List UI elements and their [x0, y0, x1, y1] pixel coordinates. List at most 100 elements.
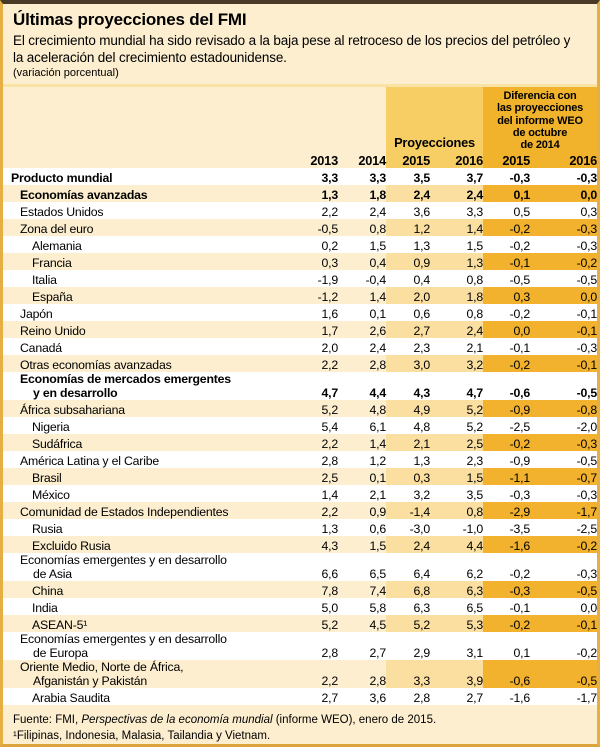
value-cell: 2,8 — [293, 451, 338, 469]
value-cell: -0,8 — [530, 400, 597, 418]
value-cell: -0,3 — [483, 581, 530, 599]
value-cell: -0,2 — [483, 553, 530, 582]
row-label-line: Francia — [32, 256, 72, 271]
value-cell: -0,9 — [483, 400, 530, 418]
value-cell: -0,4 — [338, 270, 386, 288]
value-cell: 3,9 — [430, 660, 483, 689]
row-label: Excluido Rusia — [3, 536, 293, 554]
value-cell: 1,3 — [293, 185, 338, 203]
table-row: Economías emergentes y en desarrollo de E… — [3, 632, 597, 661]
value-cell: 4,9 — [386, 400, 430, 418]
row-label: Economías de mercados emergentes y en des… — [3, 372, 293, 401]
table-row: Alemania 0,2 1,5 1,3 1,5 -0,2 -0,3 — [3, 236, 597, 254]
value-cell: 1,5 — [430, 468, 483, 486]
value-cell: 6,1 — [338, 417, 386, 435]
value-cell: -0,3 — [530, 485, 597, 503]
value-cell: 1,7 — [293, 321, 338, 339]
value-cell: -0,1 — [483, 253, 530, 271]
year-header-spacer — [3, 151, 293, 169]
value-cell: -0,3 — [530, 338, 597, 356]
value-cell: 3,5 — [386, 168, 430, 186]
value-cell: 0,8 — [430, 270, 483, 288]
row-label: Economías emergentes y en desarrollo de A… — [3, 553, 293, 582]
value-cell: -0,2 — [483, 355, 530, 373]
table-row: Comunidad de Estados Independientes 2,2 0,… — [3, 502, 597, 520]
row-label: Nigeria — [3, 417, 293, 435]
row-label-line: Zona del euro — [20, 222, 94, 237]
table-row: Brasil 2,5 0,1 0,3 1,5 -1,1 -0,7 — [3, 468, 597, 486]
value-cell: 0,1 — [483, 632, 530, 661]
value-cell: -1,7 — [530, 502, 597, 520]
row-label-line: Italia — [32, 273, 57, 288]
value-cell: 2,2 — [293, 502, 338, 520]
value-cell: 0,3 — [386, 468, 430, 486]
group-header-spacer — [3, 87, 386, 152]
value-cell: 1,8 — [338, 185, 386, 203]
value-cell: 2,7 — [386, 321, 430, 339]
row-label: ASEAN-5¹ — [3, 615, 293, 633]
table-row: Rusia 1,3 0,6 -3,0 -1,0 -3,5 -2,5 — [3, 519, 597, 537]
row-label-line: Arabia Saudita — [32, 691, 110, 706]
value-cell: -1,6 — [483, 536, 530, 554]
value-cell: 5,2 — [293, 615, 338, 633]
unit-note: (variación porcentual) — [13, 67, 119, 79]
value-cell: 7,8 — [293, 581, 338, 599]
row-label-line: Canadá — [20, 341, 62, 356]
value-cell: 2,7 — [430, 688, 483, 706]
value-cell: 0,3 — [293, 253, 338, 271]
value-cell: 2,4 — [338, 338, 386, 356]
year-column-header: 2015 — [483, 151, 530, 169]
value-cell: 5,0 — [293, 598, 338, 616]
value-cell: 0,8 — [430, 304, 483, 322]
value-cell: 1,3 — [293, 519, 338, 537]
table-row: Francia 0,3 0,4 0,9 1,3 -0,1 -0,2 — [3, 253, 597, 271]
value-cell: 3,2 — [430, 355, 483, 373]
row-label: Estados Unidos — [3, 202, 293, 220]
proyecciones-group-header: Proyecciones — [386, 87, 484, 152]
row-label-line: África subsahariana — [20, 403, 125, 418]
table-row: Canadá 2,0 2,4 2,3 2,1 -0,1 -0,3 — [3, 338, 597, 356]
value-cell: -1,6 — [483, 688, 530, 706]
value-cell: 4,8 — [386, 417, 430, 435]
value-cell: -0,1 — [530, 615, 597, 633]
table-row: África subsahariana 5,2 4,8 4,9 5,2 -0,9 -0,8 — [3, 400, 597, 418]
table-row: Otras economías avanzadas 2,2 2,8 3,0 3,2 -0,… — [3, 355, 597, 373]
year-column-header: 2016 — [430, 151, 483, 169]
value-cell: 6,4 — [386, 553, 430, 582]
year-header-row: 2013 2014 2015 2016 2015 2016 — [3, 151, 597, 169]
value-cell: 4,7 — [293, 372, 338, 401]
value-cell: 0,0 — [530, 185, 597, 203]
row-label-line: Estados Unidos — [20, 205, 104, 220]
value-cell: 4,3 — [386, 372, 430, 401]
row-label-line: Brasil — [32, 471, 62, 486]
table-row: India 5,0 5,8 6,3 6,5 -0,1 0,0 — [3, 598, 597, 616]
value-cell: 1,6 — [293, 304, 338, 322]
value-cell: 4,3 — [293, 536, 338, 554]
value-cell: 1,3 — [386, 236, 430, 254]
value-cell: 1,5 — [338, 536, 386, 554]
value-cell: -0,5 — [483, 270, 530, 288]
row-label: Producto mundial — [3, 168, 293, 186]
table-row: Zona del euro -0,5 0,8 1,2 1,4 -0,2 -0,3 — [3, 219, 597, 237]
value-cell: -0,2 — [483, 304, 530, 322]
table-row: Estados Unidos 2,2 2,4 3,6 3,3 0,5 0,3 — [3, 202, 597, 220]
value-cell: 2,8 — [386, 688, 430, 706]
value-cell: 6,5 — [338, 553, 386, 582]
value-cell: -1,2 — [293, 287, 338, 305]
diferencia-group-header: Diferencia con las proyecciones del info… — [483, 87, 597, 152]
value-cell: 4,7 — [430, 372, 483, 401]
row-label-line: Afganistán y Pakistán — [33, 674, 148, 689]
row-label-line: Excluido Rusia — [32, 539, 111, 554]
projections-table-head: Proyecciones Diferencia con las proyecci… — [3, 87, 597, 169]
value-cell: 3,3 — [430, 202, 483, 220]
value-cell: 3,6 — [386, 202, 430, 220]
value-cell: 2,3 — [430, 451, 483, 469]
value-cell: 2,5 — [293, 468, 338, 486]
value-cell: -0,6 — [483, 372, 530, 401]
value-cell: 5,8 — [338, 598, 386, 616]
row-label: Oriente Medio, Norte de África, Afganistá… — [3, 660, 293, 689]
row-label: Alemania — [3, 236, 293, 254]
value-cell: 1,4 — [293, 485, 338, 503]
value-cell: 2,9 — [386, 632, 430, 661]
